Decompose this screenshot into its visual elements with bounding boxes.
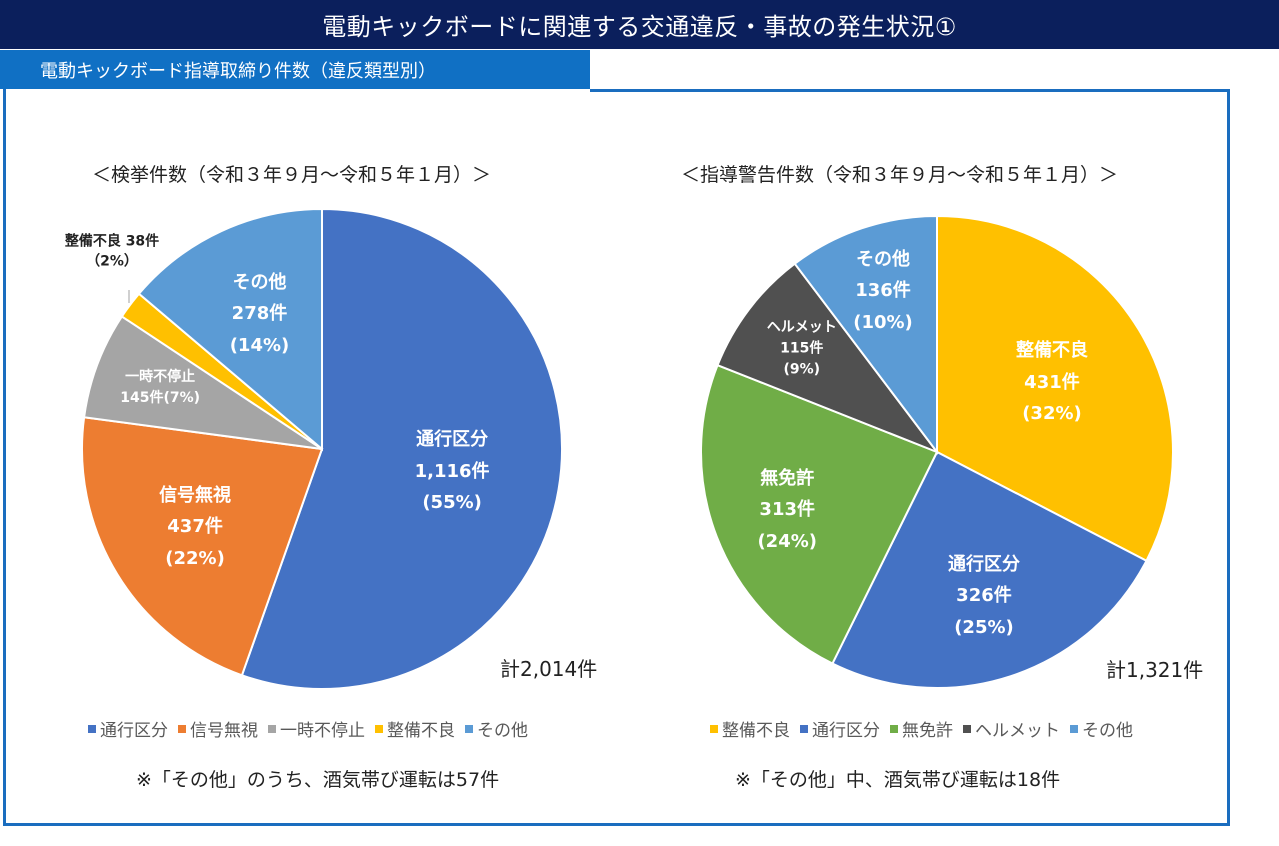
legend-swatch-icon <box>375 724 383 733</box>
slice-percent: (32%) <box>1022 402 1082 424</box>
note-arrests: ※「その他」のうち、酒気帯び運転は57件 <box>136 769 500 791</box>
chart-title-warnings: ＜指導警告件数（令和３年９月～令和５年１月）＞ <box>681 164 1119 186</box>
pie-slice-4 <box>137 207 323 452</box>
legend-label: 通行区分 <box>812 721 880 741</box>
legend-label: 信号無視 <box>190 721 258 741</box>
pie-slice-0 <box>240 207 563 690</box>
page-title: 電動キックボードに関連する交通違反・事故の発生状況① <box>322 13 957 41</box>
slice-percent: (55%) <box>422 492 482 514</box>
slice-name: その他 <box>855 248 910 270</box>
legend-swatch-icon <box>710 724 718 733</box>
slice-percent: (14%) <box>229 334 290 356</box>
legend-item: その他 <box>1070 716 1133 741</box>
slice-name: 一時不停止 <box>125 369 196 386</box>
legend-swatch-icon <box>88 724 96 733</box>
legend-swatch-icon <box>1070 724 1078 733</box>
legend-item: 信号無視 <box>178 716 258 741</box>
slice-percent: (22%) <box>165 547 225 569</box>
legend-swatch-icon <box>178 724 186 733</box>
legend-label: その他 <box>1082 721 1133 741</box>
legend-item: 通行区分 <box>800 716 880 741</box>
slice-count: 278件 <box>231 303 288 325</box>
pie-slice-1 <box>831 450 1148 689</box>
section-subtitle: 電動キックボード指導取締り件数（違反類型別） <box>40 60 436 82</box>
legend-swatch-icon <box>268 724 276 733</box>
pie-slice-0 <box>936 214 1174 563</box>
pie-slice-4 <box>793 214 938 455</box>
slice-label: その他 136件 (10%) <box>853 244 913 339</box>
slice-count: 115件 <box>780 340 824 357</box>
legend-swatch-icon <box>890 724 898 733</box>
legend-label: 整備不良 <box>722 721 790 741</box>
slice-label: 通行区分 1,116件 (55%) <box>415 424 490 519</box>
legend-label: 整備不良 <box>387 721 455 741</box>
slice-label: ヘルメット 115件 (9%) <box>767 318 837 381</box>
slice-name: 整備不良 38件 <box>64 233 160 250</box>
legend-warnings: 整備不良 通行区分 無免許 ヘルメット その他 <box>710 716 1133 741</box>
slice-percent: (10%) <box>853 311 913 333</box>
slice-label: 一時不停止 145件(7%) <box>120 367 200 409</box>
page-title-bar: 電動キックボードに関連する交通違反・事故の発生状況① <box>0 0 1279 49</box>
slice-name: ヘルメット <box>766 319 837 336</box>
legend-swatch-icon <box>800 724 808 733</box>
slice-label: 信号無視 437件 (22%) <box>159 479 231 574</box>
pie-slice-2 <box>82 315 323 450</box>
legend-swatch-icon <box>963 724 971 733</box>
slice-percent: (24%) <box>757 530 817 552</box>
slice-label: 無免許 313件 (24%) <box>757 462 817 557</box>
slice-count: 145件(7%) <box>120 390 201 407</box>
slice-label: 整備不良 431件 (32%) <box>1016 335 1088 430</box>
legend-label: 一時不停止 <box>280 721 365 741</box>
total-arrests: 計2,014件 <box>500 657 598 681</box>
slice-count: 437件 <box>167 515 223 537</box>
legend-swatch-icon <box>465 724 473 733</box>
section-subtitle-bar: 電動キックボード指導取締り件数（違反類型別） <box>0 50 590 89</box>
pie-slice-1 <box>81 416 324 677</box>
legend-label: 通行区分 <box>100 721 168 741</box>
slice-count: 1,116件 <box>414 460 490 482</box>
legend-label: ヘルメット <box>975 721 1060 741</box>
slice-name: 通行区分 <box>416 429 489 451</box>
total-warnings: 計1,321件 <box>1106 658 1204 682</box>
legend-item: 無免許 <box>890 716 953 741</box>
slice-count: 313件 <box>759 498 816 520</box>
legend-item: 一時不停止 <box>268 716 365 741</box>
panel-top-border <box>590 89 1230 92</box>
legend-item: ヘルメット <box>963 716 1060 741</box>
legend-label: その他 <box>477 721 528 741</box>
slice-name: その他 <box>232 271 287 293</box>
slice-percent: (9%) <box>783 361 821 378</box>
chart-title-arrests: ＜検挙件数（令和３年９月～令和５年１月）＞ <box>92 164 492 186</box>
legend-item: 整備不良 <box>375 716 455 741</box>
legend-item: 整備不良 <box>710 716 790 741</box>
legend-label: 無免許 <box>902 721 953 741</box>
slice-label: 整備不良 38件 （2%） <box>65 232 159 271</box>
legend-item: その他 <box>465 716 528 741</box>
slice-count: （2%） <box>86 253 138 269</box>
slice-name: 無免許 <box>760 467 815 489</box>
slice-count: 326件 <box>956 584 1012 606</box>
legend-item: 通行区分 <box>88 716 168 741</box>
slice-name: 信号無視 <box>159 484 232 506</box>
slice-count: 431件 <box>1024 371 1080 393</box>
slice-name: 通行区分 <box>947 553 1020 575</box>
pie-slice-2 <box>700 363 939 665</box>
slice-name: 整備不良 <box>1015 339 1088 361</box>
slice-label: 通行区分 326件 (25%) <box>948 548 1020 643</box>
pie-slice-3 <box>716 262 940 455</box>
slice-count: 136件 <box>855 280 911 302</box>
slice-percent: (25%) <box>954 616 1014 638</box>
slice-label: その他 278件 (14%) <box>230 267 290 362</box>
note-warnings: ※「その他」中、酒気帯び運転は18件 <box>735 769 1061 791</box>
legend-arrests: 通行区分 信号無視 一時不停止 整備不良 その他 <box>88 716 528 741</box>
